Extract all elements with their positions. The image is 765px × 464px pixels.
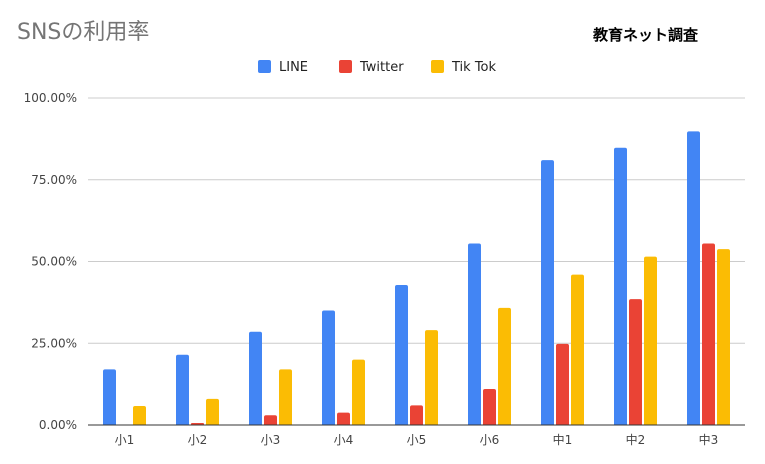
x-axis: 小1 小2 小3 小4 小5 小6 中1 中2 中3 xyxy=(88,424,745,447)
bar-tik-tok-6 xyxy=(498,307,511,425)
x-tick-label: 小1 xyxy=(115,433,135,447)
legend-label: Twitter xyxy=(359,60,404,75)
y-tick-label: 100.00% xyxy=(24,91,77,105)
bar-tik-tok-4 xyxy=(352,359,365,425)
y-tick-label: 75.00% xyxy=(31,173,77,187)
legend-swatch xyxy=(258,60,271,73)
y-axis: 0.00% 25.00% 50.00% 75.00% 100.00% xyxy=(24,91,77,432)
bar-twitter-3 xyxy=(264,415,277,425)
legend-label: LINE xyxy=(279,60,308,75)
bar-line-6 xyxy=(468,243,481,425)
legend-swatch xyxy=(431,60,444,73)
bar-twitter-8 xyxy=(629,299,642,425)
legend-item-twitter: Twitter xyxy=(339,60,404,75)
x-tick-label: 小3 xyxy=(261,433,281,447)
bar-tik-tok-5 xyxy=(425,330,438,425)
chart-source-label: 教育ネット調査 xyxy=(593,26,699,44)
bar-tik-tok-9 xyxy=(717,249,730,425)
bar-line-4 xyxy=(322,310,335,425)
y-tick-label: 25.00% xyxy=(31,336,77,350)
bars xyxy=(103,131,730,426)
legend-item-tik-tok: Tik Tok xyxy=(431,60,496,75)
legend-item-line: LINE xyxy=(258,60,308,75)
chart-title: SNSの利用率 xyxy=(17,20,150,45)
bar-line-9 xyxy=(687,131,700,425)
legend: LINE Twitter Tik Tok xyxy=(258,60,496,75)
x-tick-label: 中3 xyxy=(699,432,719,447)
y-tick-label: 50.00% xyxy=(31,255,77,269)
bar-twitter-9 xyxy=(702,243,715,425)
legend-label: Tik Tok xyxy=(451,60,496,75)
x-tick-label: 小4 xyxy=(334,433,354,447)
bar-twitter-5 xyxy=(410,405,423,425)
x-tick-label: 小6 xyxy=(480,433,500,447)
bar-line-7 xyxy=(541,160,554,425)
x-tick-label: 中1 xyxy=(553,432,573,447)
bar-line-2 xyxy=(176,354,189,425)
x-tick-label: 小2 xyxy=(188,433,208,447)
x-tick-label: 中2 xyxy=(626,432,646,447)
bar-twitter-6 xyxy=(483,389,496,425)
bar-tik-tok-8 xyxy=(644,256,657,425)
bar-line-5 xyxy=(395,285,408,425)
y-tick-label: 0.00% xyxy=(39,418,77,432)
bar-line-1 xyxy=(103,369,116,425)
bar-line-3 xyxy=(249,331,262,425)
bar-tik-tok-7 xyxy=(571,274,584,425)
bar-twitter-4 xyxy=(337,412,350,425)
x-tick-label: 小5 xyxy=(407,433,427,447)
bar-tik-tok-3 xyxy=(279,369,292,425)
bar-tik-tok-1 xyxy=(133,406,146,425)
legend-swatch xyxy=(339,60,352,73)
bar-line-8 xyxy=(614,147,627,426)
bar-tik-tok-2 xyxy=(206,398,219,425)
bar-twitter-7 xyxy=(556,343,569,425)
